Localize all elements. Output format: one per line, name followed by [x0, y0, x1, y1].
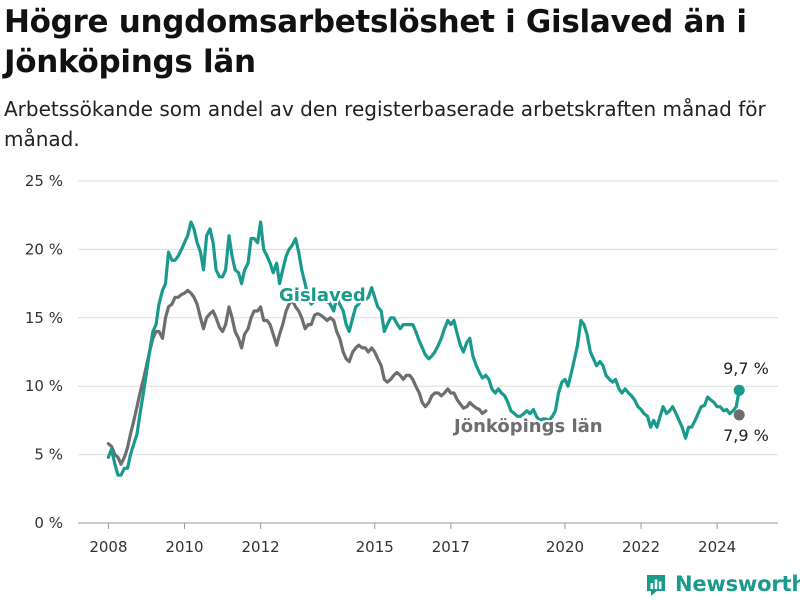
series-label-jonkopings-lan: Jönköpings län — [452, 416, 603, 437]
y-tick-label: 20 % — [25, 240, 63, 258]
x-tick-label: 2020 — [546, 538, 584, 556]
x-tick-label: 2017 — [432, 538, 470, 556]
y-tick-label: 10 % — [25, 377, 63, 395]
y-tick-label: 15 % — [25, 309, 63, 327]
x-tick-label: 2008 — [89, 538, 127, 556]
brand-logo: Newsworthy — [644, 569, 800, 599]
label-layer: Gislaved Jönköpings län 9,7 % 7,9 % — [277, 283, 769, 445]
x-tick-label: 2024 — [698, 538, 736, 556]
y-tick-label: 0 % — [34, 514, 63, 532]
chart-subtitle: Arbetssökande som andel av den registerb… — [4, 97, 766, 151]
y-tick-label: 5 % — [34, 446, 63, 464]
x-tick-label: 2012 — [242, 538, 280, 556]
series-layer — [106, 220, 741, 477]
series-line-jonkopings-lan — [106, 288, 488, 466]
x-tick-label: 2010 — [165, 538, 203, 556]
series-line-gislaved — [106, 220, 741, 477]
chart-title: Högre ungdomsarbetslöshet i Gislaved än … — [4, 4, 747, 80]
end-point-gislaved — [733, 384, 745, 396]
end-point-jonkopings-lan — [733, 409, 745, 421]
x-tick-label: 2015 — [356, 538, 394, 556]
grid-layer: 0 % 5 % 10 % 15 % 20 % 25 % 2008 2010 2012 2015 20… — [25, 172, 778, 556]
end-label-gislaved: 9,7 % — [723, 359, 769, 378]
x-tick-label: 2022 — [622, 538, 660, 556]
line-chart: 0 % 5 % 10 % 15 % 20 % 25 % 2008 2010 2012 2015 20… — [25, 172, 778, 556]
y-tick-label: 25 % — [25, 172, 63, 190]
brand-name: Newsworthy — [675, 572, 800, 596]
series-label-gislaved: Gislaved — [279, 285, 366, 306]
end-label-jonkopings-lan: 7,9 % — [723, 426, 769, 445]
bar-chart-logo-icon — [647, 575, 665, 596]
